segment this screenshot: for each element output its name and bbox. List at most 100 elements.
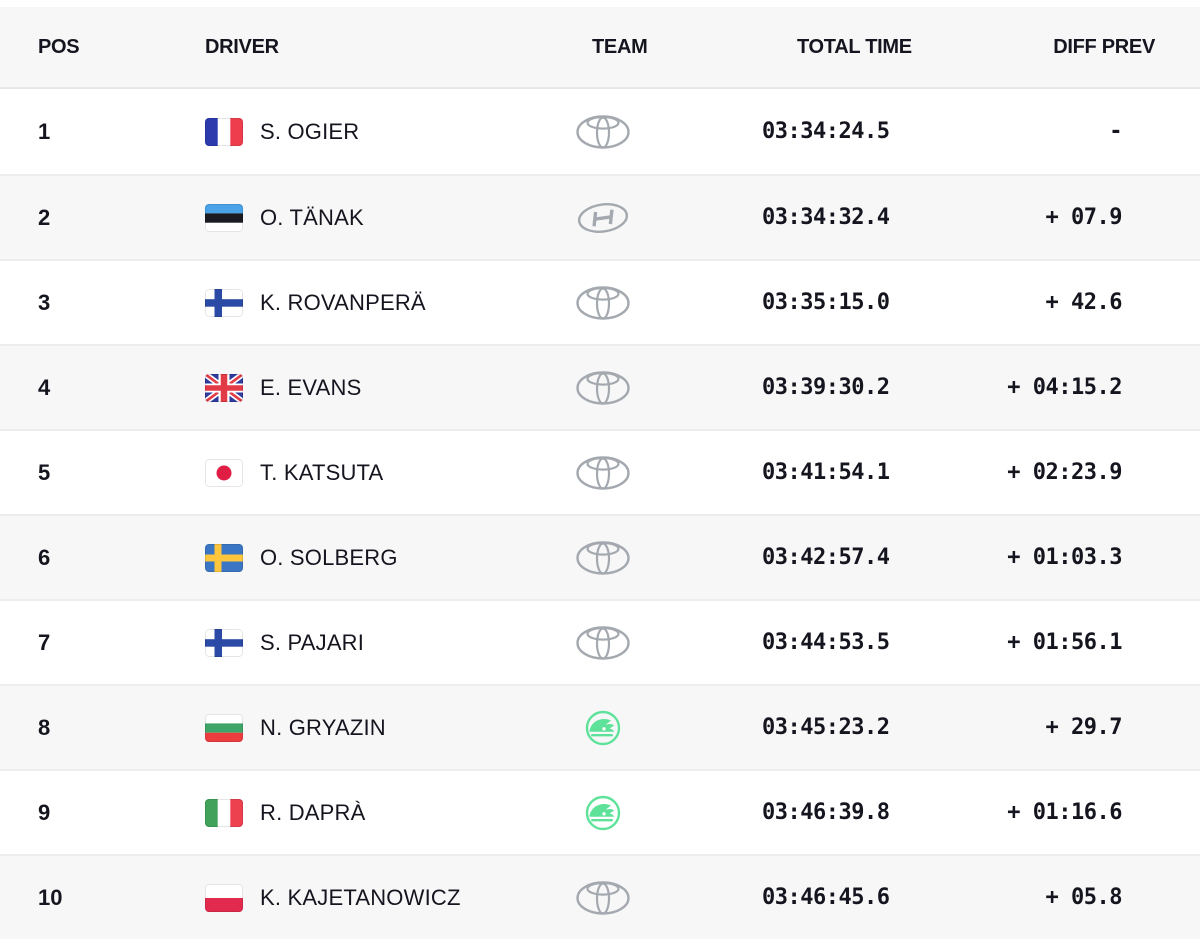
driver-name: O. SOLBERG — [260, 544, 398, 570]
total-time-value: 03:34:32.4 — [762, 205, 890, 230]
position-number: 7 — [38, 629, 51, 655]
table-row[interactable]: 2 O. TÄNAK 03:34:32.4 + 07.9 — [0, 174, 1200, 259]
diff-prev-value: - — [1109, 119, 1122, 144]
position-cell: 10 — [0, 885, 180, 911]
position-number: 2 — [38, 204, 51, 230]
driver-cell: K. KAJETANOWICZ — [180, 883, 560, 912]
driver-name: S. PAJARI — [260, 629, 365, 655]
team-cell — [560, 878, 700, 918]
team-cell — [560, 538, 700, 578]
flag-poland-icon — [205, 883, 243, 912]
position-cell: 6 — [0, 545, 180, 571]
total-time-value: 03:41:54.1 — [762, 460, 890, 485]
diff-prev-value: + 29.7 — [1045, 715, 1123, 740]
position-number: 5 — [38, 459, 51, 485]
table-row[interactable]: 7 S. PAJARI 03:44:53.5 + 01:56.1 — [0, 599, 1200, 684]
flag-bulgaria-icon — [205, 713, 243, 742]
toyota-logo-icon — [575, 453, 631, 493]
hyundai-logo-icon — [575, 198, 631, 238]
driver-name: E. EVANS — [260, 374, 362, 400]
toyota-logo-icon — [575, 283, 631, 323]
driver-name: R. DAPRÀ — [260, 799, 366, 825]
diff-prev-value: + 04:15.2 — [1007, 375, 1122, 400]
driver-cell: S. OGIER — [180, 117, 560, 146]
total-time-value: 03:34:24.5 — [762, 119, 890, 144]
position-cell: 7 — [0, 630, 180, 656]
col-header-pos: POS — [38, 35, 80, 58]
diff-prev-value: + 42.6 — [1045, 290, 1123, 315]
driver-cell: K. ROVANPERÄ — [180, 288, 560, 317]
driver-cell: R. DAPRÀ — [180, 798, 560, 827]
team-cell — [560, 453, 700, 493]
total-time-value: 03:45:23.2 — [762, 715, 890, 740]
diff-prev-value: + 07.9 — [1045, 205, 1123, 230]
driver-name: K. ROVANPERÄ — [260, 289, 426, 315]
driver-name: S. OGIER — [260, 118, 360, 144]
flag-sweden-icon — [205, 543, 243, 572]
position-cell: 2 — [0, 205, 180, 231]
position-cell: 1 — [0, 119, 180, 145]
position-number: 8 — [38, 714, 51, 740]
toyota-logo-icon — [575, 368, 631, 408]
table-row[interactable]: 5 T. KATSUTA 03:41:54.1 + 02:23.9 — [0, 429, 1200, 514]
team-cell — [560, 112, 700, 152]
position-number: 3 — [38, 289, 51, 315]
skoda-logo-icon — [575, 793, 631, 833]
flag-finland-icon — [205, 628, 243, 657]
driver-cell: N. GRYAZIN — [180, 713, 560, 742]
total-time-value: 03:46:39.8 — [762, 800, 890, 825]
driver-name: T. KATSUTA — [260, 459, 384, 485]
table-row[interactable]: 6 O. SOLBERG 03:42:57.4 + 01:03.3 — [0, 514, 1200, 599]
driver-cell: O. TÄNAK — [180, 203, 560, 232]
team-cell — [560, 283, 700, 323]
flag-japan-icon — [205, 458, 243, 487]
driver-name: K. KAJETANOWICZ — [260, 884, 461, 910]
position-cell: 4 — [0, 375, 180, 401]
team-cell — [560, 623, 700, 663]
total-time-value: 03:46:45.6 — [762, 885, 890, 910]
table-body: 1 S. OGIER 03:34:24.5 - 2 O. TÄNAK 03:34… — [0, 89, 1200, 939]
driver-name: O. TÄNAK — [260, 204, 364, 230]
table-row[interactable]: 1 S. OGIER 03:34:24.5 - — [0, 89, 1200, 174]
flag-france-icon — [205, 117, 243, 146]
diff-prev-value: + 01:03.3 — [1007, 545, 1122, 570]
col-header-total-time: TOTAL TIME — [797, 35, 912, 58]
toyota-logo-icon — [575, 623, 631, 663]
total-time-value: 03:42:57.4 — [762, 545, 890, 570]
flag-finland-icon — [205, 288, 243, 317]
total-time-value: 03:35:15.0 — [762, 290, 890, 315]
position-cell: 3 — [0, 290, 180, 316]
table-row[interactable]: 3 K. ROVANPERÄ 03:35:15.0 + 42.6 — [0, 259, 1200, 344]
diff-prev-value: + 02:23.9 — [1007, 460, 1122, 485]
table-row[interactable]: 8 N. GRYAZIN 03:45:23.2 + 29.7 — [0, 684, 1200, 769]
team-cell — [560, 198, 700, 238]
table-header: POS DRIVER TEAM TOTAL TIME DIFF PREV — [0, 0, 1200, 89]
position-number: 9 — [38, 799, 51, 825]
position-number: 4 — [38, 374, 51, 400]
flag-united-kingdom-icon — [205, 373, 243, 402]
col-header-team: TEAM — [592, 35, 648, 58]
col-header-driver: DRIVER — [205, 35, 279, 58]
position-cell: 9 — [0, 800, 180, 826]
diff-prev-value: + 01:16.6 — [1007, 800, 1122, 825]
driver-cell: O. SOLBERG — [180, 543, 560, 572]
total-time-value: 03:44:53.5 — [762, 630, 890, 655]
driver-cell: T. KATSUTA — [180, 458, 560, 487]
position-number: 10 — [38, 884, 63, 910]
total-time-value: 03:39:30.2 — [762, 375, 890, 400]
driver-name: N. GRYAZIN — [260, 714, 386, 740]
team-cell — [560, 708, 700, 748]
table-row[interactable]: 9 R. DAPRÀ 03:46:39.8 + 01:16.6 — [0, 769, 1200, 854]
driver-cell: E. EVANS — [180, 373, 560, 402]
position-cell: 8 — [0, 715, 180, 741]
diff-prev-value: + 01:56.1 — [1007, 630, 1122, 655]
team-cell — [560, 368, 700, 408]
position-number: 1 — [38, 118, 51, 144]
flag-italy-icon — [205, 798, 243, 827]
toyota-logo-icon — [575, 878, 631, 918]
flag-estonia-icon — [205, 203, 243, 232]
table-row[interactable]: 10 K. KAJETANOWICZ 03:46:45.6 + 05.8 — [0, 854, 1200, 939]
table-row[interactable]: 4 E. EVANS 03:39:30.2 + 04:15.2 — [0, 344, 1200, 429]
driver-cell: S. PAJARI — [180, 628, 560, 657]
